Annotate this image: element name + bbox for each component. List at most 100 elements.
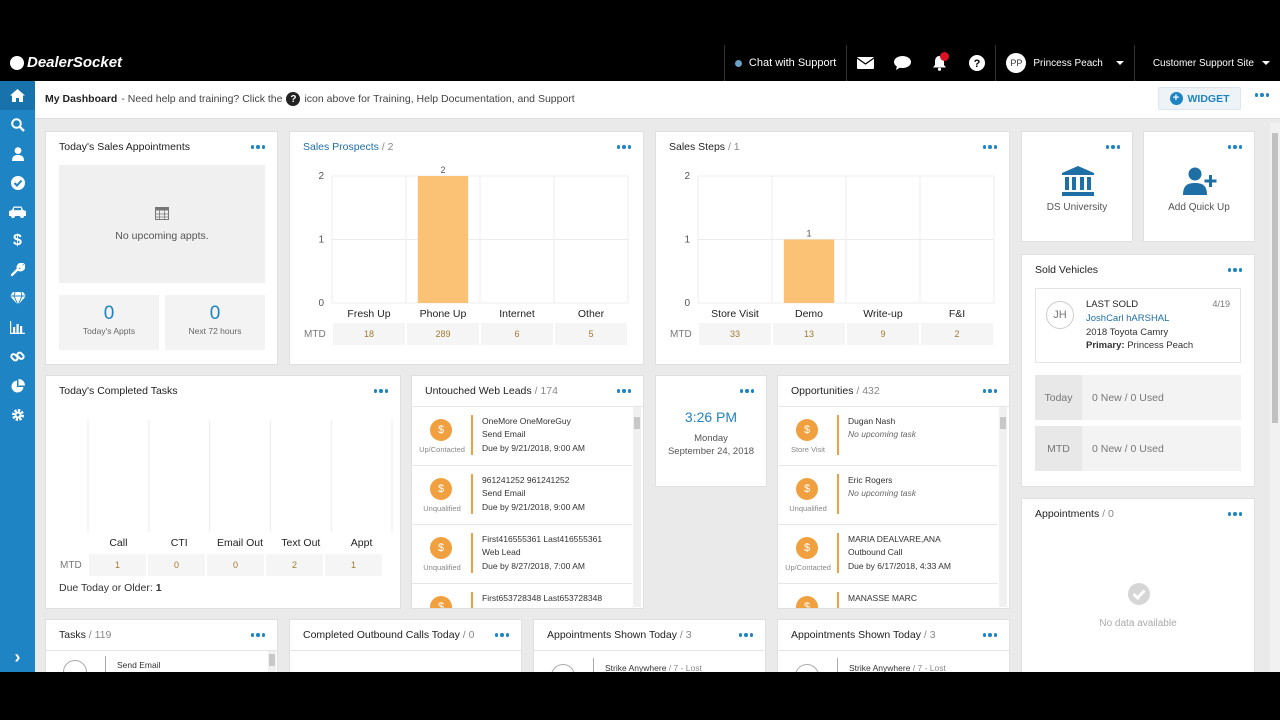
mail-button[interactable] [847,45,884,81]
messages-button[interactable] [884,45,921,81]
lead-name[interactable]: MANASSE MARC [848,593,917,603]
lead-name[interactable]: Eric Rogers [848,475,893,485]
add-quick-up-tile[interactable]: Add Quick Up [1143,131,1255,242]
nav-search[interactable] [0,110,35,139]
ds-university-tile[interactable]: DS University [1021,131,1133,242]
nav-service[interactable] [0,255,35,284]
widget-more-icon[interactable] [251,145,265,151]
mtd-value[interactable]: 13 [773,323,845,345]
add-widget-button[interactable]: + WIDGET [1158,87,1241,110]
nav-customers[interactable] [0,139,35,168]
mtd-row: MTD 1 0 0 2 1 [59,554,384,576]
widget-more-icon[interactable] [1228,145,1242,151]
list-item[interactable]: $ Unqualified 961241252 961241252 Send Emai… [412,466,632,525]
mtd-value[interactable]: 6 [481,323,553,345]
mtd-value[interactable]: 5 [555,323,627,345]
mtd-value[interactable]: 33 [699,323,771,345]
widget-more-icon[interactable] [740,389,754,395]
notifications-button[interactable] [921,45,958,81]
widget-more-icon[interactable] [617,145,631,151]
x-tick-label: Text Out [281,537,320,549]
widget-more-icon[interactable] [1228,512,1242,518]
nav-reports[interactable] [0,313,35,342]
mtd-value[interactable]: 2 [266,554,323,576]
customer-link[interactable]: JoshCarl hARSHAL [1086,313,1170,324]
nav-links[interactable] [0,342,35,371]
lead-name[interactable]: First653728348 Last653728348 [482,593,603,603]
nav-home[interactable] [0,81,35,110]
sales-prospects-chart: 0 1 2 Fresh Up 2 Phone Up Internet Other [318,165,629,320]
widget-more-icon[interactable] [983,145,997,151]
dashboard-help-text: My Dashboard - Need help and training? C… [45,92,575,106]
list-item[interactable]: $ MANASSE MARC [778,584,998,608]
lead-due: Due by 6/17/2018, 4:33 AM [848,561,952,571]
mtd-value[interactable]: 0 [207,554,264,576]
widget-more-icon[interactable] [739,633,753,639]
widget-label: WIDGET [1187,92,1230,105]
dealersocket-logo[interactable]: DealerSocket [10,54,122,71]
widget-more-icon[interactable] [983,389,997,395]
help-text-before: - Need help and training? Click the [121,93,283,105]
nav-settings[interactable] [0,400,35,429]
task-item[interactable]: Send Email [117,660,161,670]
task-status-icon [63,660,87,672]
site-selector[interactable]: Customer Support Site [1135,58,1280,69]
last-sold-card[interactable]: JH LAST SOLD 4/19 JoshCarl hARSHAL 2018 … [1035,288,1241,363]
list-item[interactable]: $ Unqualified First416555361 Last416555361… [412,525,632,584]
lead-name[interactable]: OneMore OneMoreGuy [482,416,571,426]
lead-status: Unqualified [423,504,461,513]
widget-more-icon[interactable] [1228,268,1242,274]
dashboard-main: My Dashboard - Need help and training? C… [35,81,1280,672]
list-scrollbar[interactable] [999,407,1007,607]
next-72-hours-stat[interactable]: 0 Next 72 hours [165,295,265,350]
online-status-icon [734,59,742,67]
mtd-value[interactable]: 9 [847,323,919,345]
widget-title: Completed Outbound Calls Today / 0 [303,629,475,641]
widget-more-icon[interactable] [251,633,265,639]
list-scrollbar[interactable] [268,651,276,672]
lead-name[interactable]: First416555361 Last416555361 [482,534,603,544]
lead-name[interactable]: 961241252 961241252 [482,475,570,485]
nav-loyalty[interactable] [0,284,35,313]
sidebar-expand-button[interactable]: › [0,646,35,668]
add-user-icon [1183,167,1217,195]
widget-more-icon[interactable] [983,633,997,639]
widget-title[interactable]: Sales Prospects / 2 [303,141,394,153]
widget-more-icon[interactable] [374,389,388,395]
opportunities-widget: Opportunities / 432 $ Store Visit Dugan Na… [777,375,1010,609]
row-label: MTD [1035,426,1082,471]
todays-appts-stat[interactable]: 0 Today's Appts [59,295,159,350]
user-menu[interactable]: PP Princess Peach [996,53,1133,73]
lead-due: Due by 8/27/2018, 7:00 AM [482,561,586,571]
help-button[interactable]: ? [958,45,995,81]
list-item[interactable]: $ Up/Contacted MARIA DEALVARE,ANA Outbound … [778,525,998,584]
lead-due: Due by 9/21/2018, 9:00 AM [482,502,586,512]
mtd-value[interactable]: 18 [333,323,405,345]
mtd-value[interactable]: 1 [89,554,146,576]
widget-more-icon[interactable] [1106,145,1120,151]
list-item[interactable]: $ Up/Contacted OneMore OneMoreGuy Send Emai… [412,407,632,466]
appointment-item[interactable]: Strike Anywhere / 7 - Lost [849,663,946,672]
mtd-value[interactable]: 289 [407,323,479,345]
mtd-value[interactable]: 0 [148,554,205,576]
mtd-value[interactable]: 1 [325,554,382,576]
list-item[interactable]: $ First653728348 Last653728348 [412,584,632,608]
lead-name[interactable]: MARIA DEALVARE,ANA [848,534,941,544]
dashboard-more-icon[interactable] [1255,93,1269,99]
lead-name[interactable]: Dugan Nash [848,416,896,426]
question-circle-icon: ? [286,92,301,106]
mtd-value[interactable]: 2 [921,323,993,345]
nav-analytics[interactable] [0,371,35,400]
dashboard-scrollbar[interactable] [1270,123,1280,672]
nav-tasks[interactable] [0,168,35,197]
row-value: 0 New / 0 Used [1092,391,1164,404]
widget-more-icon[interactable] [617,389,631,395]
list-scrollbar[interactable] [633,407,641,607]
appointment-item[interactable]: Strike Anywhere / 7 - Lost [605,663,702,672]
list-item[interactable]: $ Store Visit Dugan Nash No upcoming task [778,407,998,466]
nav-deals[interactable]: $ [0,226,35,255]
list-item[interactable]: $ Unqualified Eric Rogers No upcoming task [778,466,998,525]
widget-more-icon[interactable] [495,633,509,639]
nav-inventory[interactable] [0,197,35,226]
chat-with-support-button[interactable]: Chat with Support [725,57,846,69]
